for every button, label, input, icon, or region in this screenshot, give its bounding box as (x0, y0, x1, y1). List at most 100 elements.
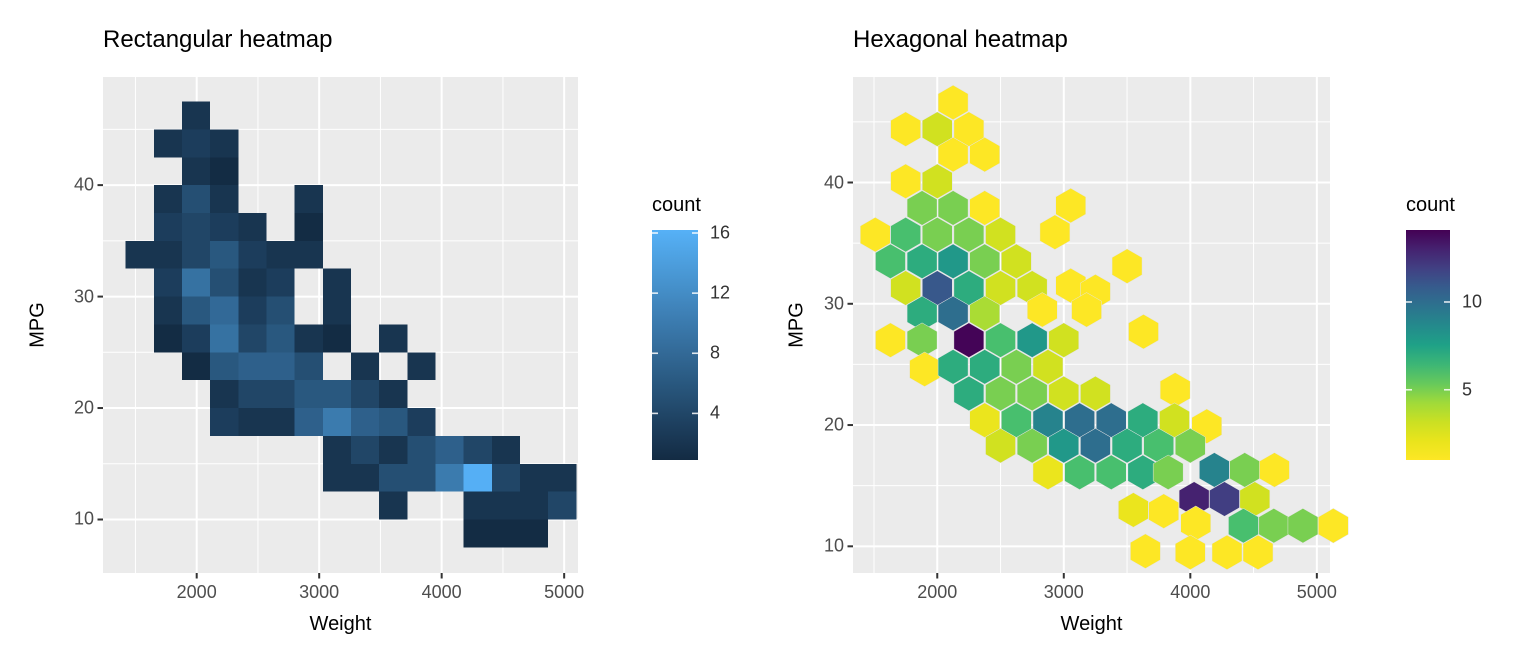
heatmap-cell (266, 268, 295, 297)
legend-tick-label: 10 (1462, 291, 1483, 312)
x-tick-label: 3000 (299, 582, 340, 602)
hexbin-cell (1016, 375, 1048, 412)
legend-tick-label: 8 (710, 342, 721, 363)
hexbin-cell (953, 322, 985, 358)
heatmap-cell (463, 519, 492, 548)
hexbin-cell (1032, 454, 1064, 490)
hexbin-cell (1130, 533, 1161, 569)
heatmap-cell (210, 296, 239, 325)
left-y-axis-title: MPG (26, 302, 49, 348)
hexbin-cell (969, 137, 1000, 173)
heatmap-cell (210, 268, 239, 297)
heatmap-cell (153, 212, 183, 241)
heatmap-cell (520, 491, 549, 520)
heatmap-cell (435, 435, 464, 464)
hexbin-cell (1064, 402, 1095, 438)
heatmap-cell (238, 352, 267, 381)
hexbin-cell (1111, 248, 1143, 284)
heatmap-cell (379, 463, 408, 492)
heatmap-cell (520, 519, 549, 548)
y-tick-label: 10 (823, 535, 844, 556)
heatmap-cell (322, 408, 352, 436)
heatmap-cell (153, 185, 183, 213)
x-tick-label: 4000 (1170, 582, 1211, 602)
right-legend-title: count (1406, 194, 1455, 216)
heatmap-cell (153, 268, 183, 297)
hexbin-cell (985, 270, 1016, 306)
right-x-axis-title: Weight (1060, 613, 1123, 635)
hexbin-cell (1027, 292, 1058, 328)
hexbin-cell (890, 163, 921, 199)
hexbin-cell (1032, 349, 1064, 385)
heatmap-cell (463, 491, 492, 520)
heatmap-cell (322, 324, 352, 353)
y-tick-label: 20 (73, 397, 94, 418)
right-chart-title: Hexagonal heatmap (853, 26, 1068, 53)
hexbin-cell (1048, 428, 1080, 464)
heatmap-cell (266, 240, 295, 269)
hexbin-cell (937, 243, 969, 279)
hexbin-cell (1111, 428, 1143, 464)
heatmap-cell (548, 463, 577, 492)
heatmap-cell (435, 463, 464, 492)
heatmap-cell (153, 240, 183, 269)
hexbin-cell (1159, 402, 1190, 438)
hex-heatmap-panel (847, 77, 1450, 579)
heatmap-cell (182, 129, 211, 158)
heatmap-cell (322, 268, 352, 297)
legend-tick-label: 4 (710, 402, 721, 423)
heatmap-cell (407, 435, 436, 464)
heatmap-cell (125, 240, 154, 269)
hexbin-cell (1080, 375, 1111, 412)
hexbin-cell (875, 322, 906, 358)
heatmap-cell (210, 380, 239, 409)
hexbin-cell (1259, 452, 1290, 488)
hexbin-cell (1287, 508, 1319, 544)
heatmap-cell (238, 380, 267, 409)
legend-tick-label: 5 (1462, 379, 1473, 400)
hexbin-cell (1055, 187, 1086, 224)
heatmap-cell (238, 296, 267, 325)
hexbin-cell (890, 111, 921, 147)
hexbin-cell (937, 84, 969, 121)
hexbin-cell (953, 217, 985, 253)
heatmap-cell (491, 491, 521, 520)
heatmap-cell (351, 463, 380, 492)
heatmap-cell (463, 435, 492, 464)
hexbin-cell (1118, 492, 1149, 528)
x-tick-label: 5000 (1296, 582, 1337, 602)
heatmap-cell (379, 380, 408, 409)
hexbin-cell (969, 349, 1000, 385)
heatmap-cell (548, 491, 577, 520)
heatmap-cell (182, 157, 211, 186)
heatmap-cell (407, 408, 436, 436)
hexbin-cell (969, 402, 1000, 438)
heatmap-cell (182, 324, 211, 353)
hexbin-cell (1228, 508, 1259, 544)
heatmap-cell (491, 435, 521, 464)
heatmap-cell (322, 435, 352, 464)
heatmap-cell (294, 240, 323, 269)
hexbin-cell (1064, 454, 1095, 490)
hexbin-cell (1055, 267, 1086, 304)
hexbin-cell (1080, 428, 1111, 464)
heatmap-cell (182, 296, 211, 325)
heatmap-cell (407, 463, 436, 492)
heatmap-cell (520, 463, 549, 492)
hexbin-cell (1048, 375, 1080, 412)
heatmap-cell (266, 380, 295, 409)
heatmap-cell (294, 352, 323, 381)
hexbin-cell (937, 295, 969, 332)
x-tick-label: 4000 (421, 582, 462, 602)
heatmap-cell (210, 352, 239, 381)
hexbin-cell (1128, 314, 1159, 350)
hexbin-cell (1039, 214, 1071, 250)
hexbin-cell (1148, 493, 1179, 529)
left-chart-title: Rectangular heatmap (103, 26, 333, 53)
y-tick-label: 20 (823, 414, 844, 435)
hexbin-cell (1318, 508, 1349, 544)
heatmap-cell (266, 352, 295, 381)
hexbin-cell (937, 137, 969, 173)
heatmap-cell (210, 185, 239, 213)
hexbin-cell (922, 217, 953, 253)
